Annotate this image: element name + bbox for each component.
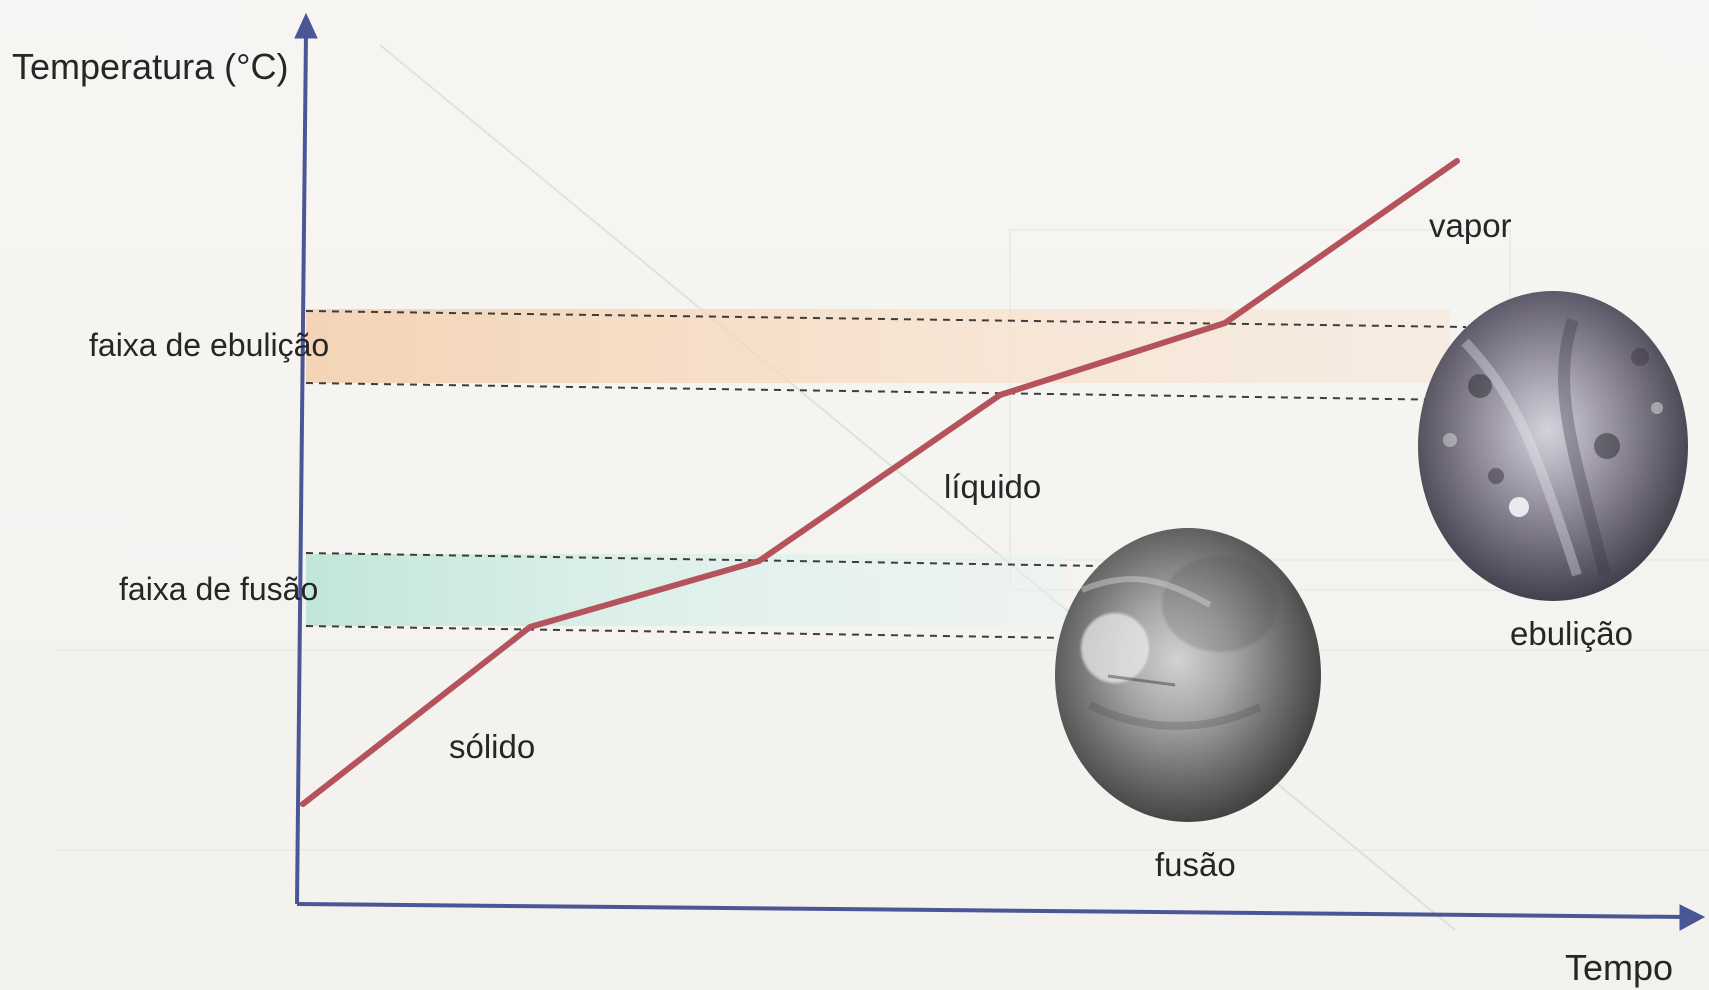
melting-range-top-line: [305, 552, 1101, 567]
boiling-range-band: [306, 309, 1450, 383]
axes: [294, 12, 1706, 931]
melting-range-band: [306, 554, 1066, 626]
y-axis-line: [295, 31, 308, 905]
liquid-label: líquido: [944, 468, 1041, 505]
boiling-range-label: faixa de ebulição: [89, 327, 329, 363]
y-axis-label: Temperatura (°C): [12, 46, 288, 87]
temperature-bands: [306, 309, 1450, 626]
melting-photo: [1055, 528, 1321, 822]
y-axis-arrow: [294, 12, 318, 39]
melting-photo-highlight: [1107, 674, 1176, 687]
melting-range-label: faixa de fusão: [119, 571, 318, 607]
x-axis-label: Tempo: [1565, 947, 1673, 988]
vapor-label: vapor: [1429, 207, 1512, 244]
boiling-range-top-line: [305, 310, 1467, 328]
melting-photo-label: fusão: [1155, 846, 1236, 883]
x-axis-arrow: [1679, 904, 1706, 931]
boiling-photo: [1418, 291, 1688, 601]
heating-curve-line: [300, 158, 1460, 807]
melting-range-bottom-line: [305, 625, 1071, 639]
boiling-photo-label: ebulição: [1510, 615, 1633, 652]
range-guide-lines: [305, 310, 1467, 639]
x-axis-line: [296, 902, 1686, 919]
text-labels: Temperatura (°C) Tempo faixa de ebulição…: [12, 46, 1673, 988]
solid-label: sólido: [449, 728, 535, 765]
boiling-range-bottom-line: [305, 382, 1457, 401]
